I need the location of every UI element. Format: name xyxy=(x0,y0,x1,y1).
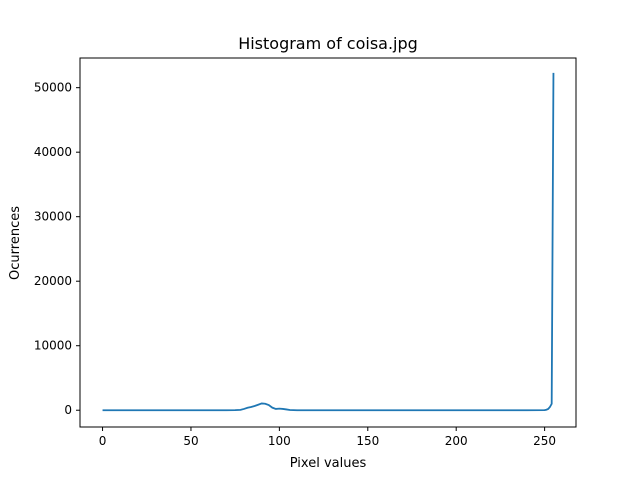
y-tick-label: 50000 xyxy=(34,81,72,95)
y-axis-label: Ocurrences xyxy=(8,206,23,280)
x-tick-label: 200 xyxy=(445,434,468,448)
histogram-series-line xyxy=(102,72,555,412)
y-tick-label: 10000 xyxy=(34,339,72,353)
y-tick-label: 30000 xyxy=(34,210,72,224)
x-tick-label: 150 xyxy=(356,434,379,448)
x-tick-label: 100 xyxy=(268,434,291,448)
x-tick-label: 250 xyxy=(533,434,556,448)
x-tick-label: 50 xyxy=(183,434,198,448)
y-tick-label: 20000 xyxy=(34,274,72,288)
y-tick-label: 40000 xyxy=(34,145,72,159)
plot-frame xyxy=(79,57,577,428)
y-tick-label: 0 xyxy=(64,403,72,417)
chart-title: Histogram of coisa.jpg xyxy=(238,34,418,53)
axis-ticks: 0 50 100 150 200 250 0 10000 20000 30000 40000 5000… xyxy=(34,81,556,448)
x-tick-label: 0 xyxy=(99,434,107,448)
x-axis-label: Pixel values xyxy=(290,456,367,471)
